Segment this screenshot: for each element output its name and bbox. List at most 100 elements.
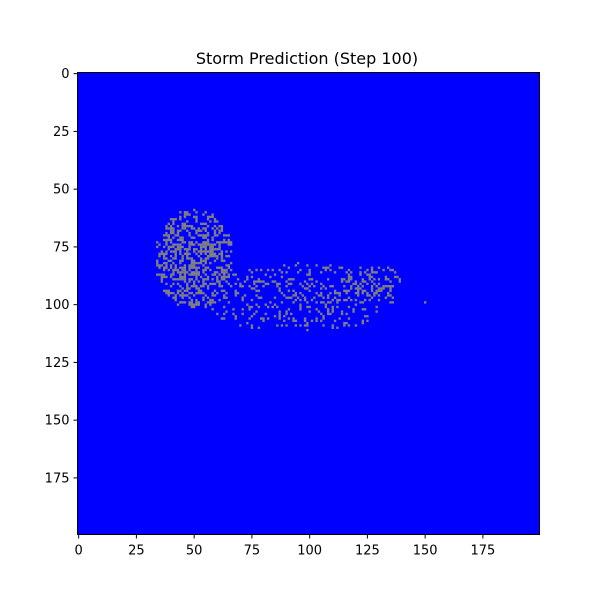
storm-cell bbox=[176, 245, 180, 249]
storm-cell bbox=[250, 271, 254, 274]
storm-cell bbox=[285, 296, 288, 299]
storm-cell bbox=[389, 301, 392, 304]
storm-cell bbox=[276, 282, 279, 286]
storm-cell bbox=[213, 234, 217, 237]
storm-cell bbox=[234, 282, 237, 286]
storm-cell bbox=[181, 236, 184, 239]
storm-cell bbox=[174, 294, 177, 297]
storm-cell bbox=[211, 213, 214, 216]
storm-cell bbox=[167, 268, 170, 272]
storm-cell bbox=[294, 291, 297, 295]
storm-cell bbox=[345, 321, 348, 325]
storm-cell bbox=[350, 298, 353, 302]
storm-cell bbox=[278, 289, 281, 292]
storm-cell bbox=[391, 296, 395, 299]
storm-cell bbox=[285, 271, 288, 274]
storm-cell bbox=[306, 301, 309, 304]
storm-cell bbox=[313, 285, 316, 288]
storm-cell bbox=[204, 282, 207, 286]
storm-cell bbox=[211, 278, 214, 281]
storm-cell bbox=[290, 282, 293, 286]
storm-cell bbox=[197, 229, 200, 232]
storm-cell bbox=[218, 241, 221, 244]
storm-cell bbox=[188, 268, 191, 272]
storm-cell bbox=[186, 294, 189, 297]
storm-cell bbox=[308, 285, 311, 288]
storm-cell bbox=[186, 287, 189, 290]
storm-cell bbox=[193, 273, 196, 276]
storm-cell bbox=[183, 224, 187, 228]
storm-cell bbox=[370, 266, 374, 269]
storm-cell bbox=[373, 291, 376, 295]
storm-cell bbox=[223, 289, 226, 292]
storm-cell bbox=[174, 298, 177, 302]
storm-cell bbox=[248, 285, 251, 288]
storm-cell bbox=[377, 287, 381, 290]
storm-cell bbox=[361, 319, 364, 323]
storm-cell bbox=[181, 275, 184, 279]
storm-cell bbox=[211, 236, 214, 239]
storm-cell bbox=[183, 266, 187, 269]
storm-cell bbox=[373, 278, 376, 281]
storm-cell bbox=[181, 287, 184, 290]
storm-cell bbox=[167, 238, 170, 242]
storm-cell bbox=[227, 243, 231, 246]
x-tick-label: 100 bbox=[297, 544, 322, 559]
storm-cell bbox=[195, 229, 198, 232]
storm-cell bbox=[287, 308, 291, 311]
storm-cell bbox=[354, 282, 358, 286]
storm-cell bbox=[368, 275, 371, 279]
storm-cell bbox=[174, 264, 177, 267]
storm-cell bbox=[211, 294, 214, 297]
storm-cell bbox=[368, 278, 371, 281]
storm-cell bbox=[225, 241, 228, 244]
storm-cell bbox=[169, 291, 173, 295]
storm-cell bbox=[186, 257, 189, 260]
storm-cell bbox=[389, 287, 392, 290]
storm-cell bbox=[190, 301, 194, 304]
storm-cell bbox=[188, 278, 191, 281]
storm-cell bbox=[193, 248, 196, 251]
storm-cell bbox=[283, 294, 286, 297]
storm-cell bbox=[181, 301, 184, 304]
storm-cell bbox=[391, 285, 395, 288]
storm-cell bbox=[306, 273, 309, 276]
storm-cell bbox=[188, 213, 191, 216]
storm-cell bbox=[264, 303, 267, 306]
storm-cell bbox=[384, 275, 388, 279]
storm-cell bbox=[156, 241, 159, 244]
storm-cell bbox=[299, 298, 302, 302]
y-tick-label: 25 bbox=[53, 125, 70, 140]
storm-cell bbox=[186, 271, 189, 274]
storm-cell bbox=[169, 238, 173, 242]
storm-cell bbox=[179, 271, 182, 274]
storm-cell bbox=[377, 266, 381, 269]
storm-cell bbox=[234, 289, 237, 292]
storm-cell bbox=[172, 227, 175, 230]
storm-cell bbox=[183, 294, 187, 297]
storm-cell bbox=[227, 301, 231, 304]
storm-cell bbox=[220, 252, 224, 256]
storm-cell bbox=[195, 298, 198, 302]
storm-cell bbox=[269, 275, 272, 279]
storm-cell bbox=[285, 312, 288, 316]
storm-cell bbox=[190, 271, 194, 274]
storm-cell bbox=[195, 252, 198, 256]
storm-cell bbox=[308, 310, 311, 313]
storm-cell bbox=[280, 291, 284, 295]
storm-cell bbox=[183, 273, 187, 276]
storm-cell bbox=[188, 296, 191, 299]
storm-cell bbox=[239, 285, 242, 288]
storm-cell bbox=[366, 273, 369, 276]
storm-cell bbox=[315, 319, 318, 323]
storm-cell bbox=[223, 234, 226, 237]
storm-cell bbox=[188, 303, 191, 306]
storm-cell bbox=[160, 273, 164, 276]
storm-cell bbox=[273, 280, 277, 283]
storm-cell bbox=[232, 273, 235, 276]
storm-cell bbox=[156, 261, 159, 265]
storm-cell bbox=[209, 248, 212, 251]
storm-cell bbox=[160, 264, 164, 267]
storm-cell bbox=[169, 245, 173, 249]
